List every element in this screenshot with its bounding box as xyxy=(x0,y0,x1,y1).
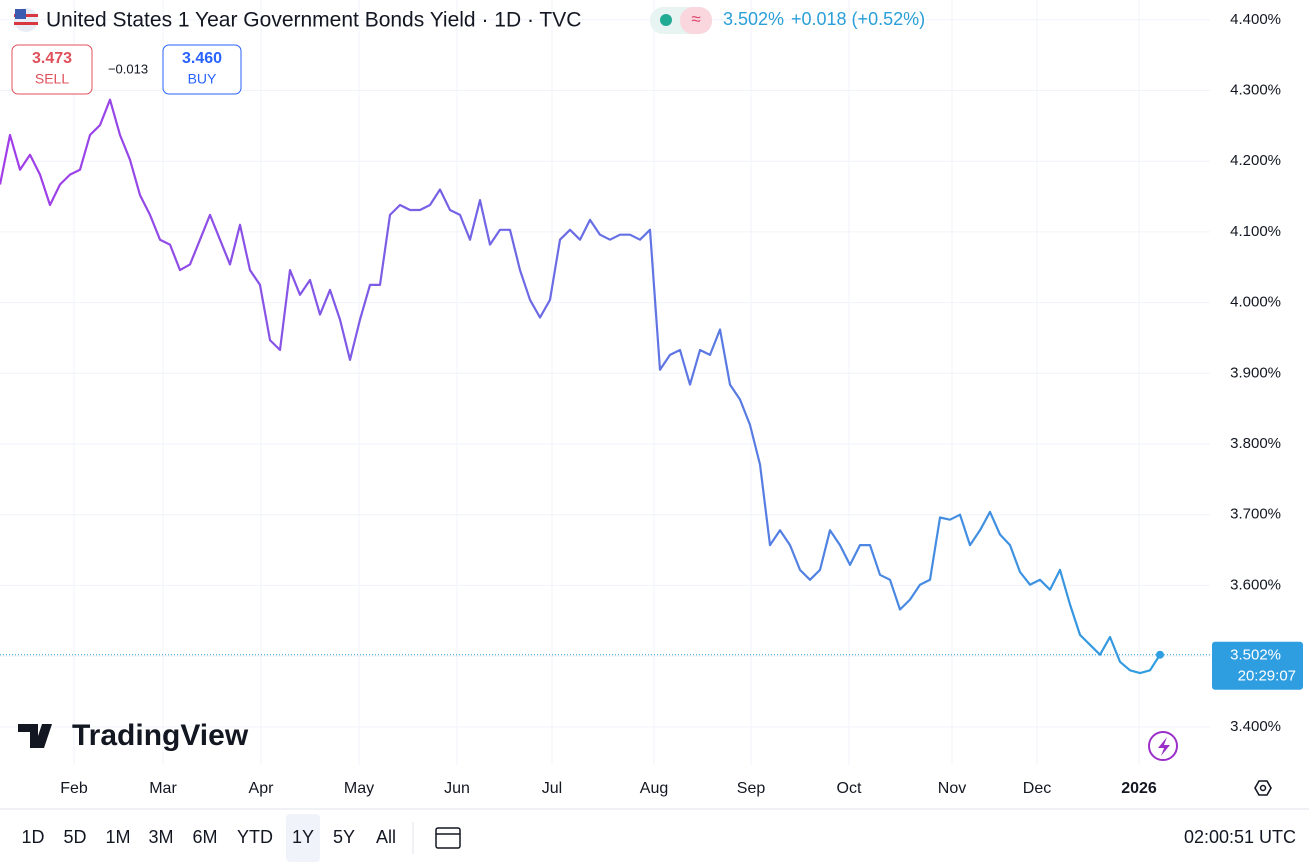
flag-stripe xyxy=(14,22,38,25)
x-tick-label: Aug xyxy=(640,780,668,797)
range-button[interactable]: 1Y xyxy=(292,827,314,847)
last-price: 3.502% xyxy=(723,9,784,29)
y-tick-label: 3.800% xyxy=(1230,435,1281,452)
date-range-button[interactable] xyxy=(435,827,461,849)
y-tick-label: 4.100% xyxy=(1230,223,1281,240)
range-button[interactable]: 6M xyxy=(192,827,217,847)
x-tick-label: Jul xyxy=(542,780,562,797)
symbol-title: United States 1 Year Government Bonds Yi… xyxy=(46,9,581,32)
range-button[interactable]: YTD xyxy=(237,827,273,847)
range-button[interactable]: 1M xyxy=(105,827,130,847)
price-tag xyxy=(1212,641,1303,690)
lightning-icon xyxy=(1158,737,1170,756)
price-tag-label: 3.502% xyxy=(1230,647,1281,664)
sell-price: 3.473 xyxy=(32,50,72,67)
x-tick-label: 2026 xyxy=(1121,780,1157,797)
status-pill-right xyxy=(680,7,712,34)
buy-price: 3.460 xyxy=(182,50,222,67)
y-tick-label: 3.600% xyxy=(1230,576,1281,593)
x-tick-label: Dec xyxy=(1023,780,1051,797)
x-tick-label: Sep xyxy=(737,780,766,797)
y-tick-label: 4.400% xyxy=(1230,11,1281,28)
range-button[interactable]: All xyxy=(376,827,396,847)
y-tick-label: 4.300% xyxy=(1230,81,1281,98)
range-active-bg xyxy=(286,814,320,862)
watermark-text: TradingView xyxy=(72,719,249,752)
clock: 02:00:51 UTC xyxy=(1184,827,1296,847)
x-tick-label: Nov xyxy=(938,780,966,797)
countdown: 20:29:07 xyxy=(1238,668,1296,685)
y-tick-label: 4.200% xyxy=(1230,152,1281,169)
x-tick-label: Apr xyxy=(249,780,275,797)
range-button[interactable]: 3M xyxy=(148,827,173,847)
range-button[interactable]: 5Y xyxy=(333,827,355,847)
y-tick-label: 3.700% xyxy=(1230,506,1281,523)
settings-icon xyxy=(1259,784,1267,792)
range-button[interactable]: 1D xyxy=(21,827,44,847)
delay-icon: ≈ xyxy=(691,9,700,28)
spread: −0.013 xyxy=(108,61,148,76)
x-tick-label: Oct xyxy=(837,780,862,797)
price-change: +0.018 (+0.52%) xyxy=(791,9,925,29)
x-tick-label: May xyxy=(344,780,374,797)
y-tick-label: 3.900% xyxy=(1230,364,1281,381)
y-tick-label: 4.000% xyxy=(1230,294,1281,311)
settings-button[interactable] xyxy=(1254,780,1272,796)
x-tick-label: Mar xyxy=(149,780,177,797)
x-tick-label: Jun xyxy=(444,780,470,797)
flag-canton xyxy=(15,9,26,19)
price-line xyxy=(0,98,1161,675)
sell-label: SELL xyxy=(35,71,69,87)
watermark-logo-dot xyxy=(41,725,49,733)
sell-button[interactable] xyxy=(11,44,93,95)
last-point xyxy=(1156,650,1164,659)
buy-button[interactable] xyxy=(162,44,242,95)
buy-label: BUY xyxy=(188,71,217,87)
y-tick-label: 3.400% xyxy=(1230,718,1281,735)
range-button[interactable]: 5D xyxy=(63,827,86,847)
x-tick-label: Feb xyxy=(60,780,88,797)
market-dot xyxy=(660,14,672,26)
